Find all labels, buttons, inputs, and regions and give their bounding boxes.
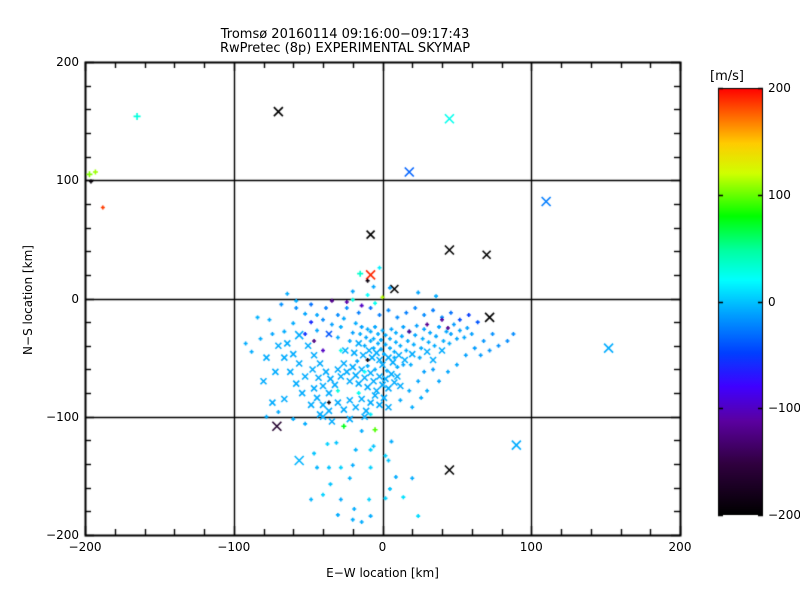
colorbar-tick--200: −200 xyxy=(768,508,800,522)
colorbar-tick--100: −100 xyxy=(768,401,800,416)
x-axis-label: E−W location [km] xyxy=(326,566,439,580)
y-tick-0: 0 xyxy=(71,291,79,306)
colorbar-unit-label: [m/s] xyxy=(710,69,744,84)
y-tick-100: 100 xyxy=(56,173,79,188)
x-tick-100: 100 xyxy=(519,540,543,554)
plot-title-line-1: Tromsø 20160114 09:16:00−09:17:43 xyxy=(220,27,470,42)
colorbar-tick-100: 100 xyxy=(768,187,791,202)
x-tick--200: −200 xyxy=(68,540,102,554)
colorbar-tick-200: 200 xyxy=(768,81,791,95)
plot-title-line-2: RwPretec (8p) EXPERIMENTAL SKYMAP xyxy=(219,41,471,56)
y-tick--100: −100 xyxy=(46,409,79,424)
x-tick--100: −100 xyxy=(217,540,251,554)
x-tick-200: 200 xyxy=(668,540,692,554)
colorbar-tick-0: 0 xyxy=(768,294,776,309)
y-tick--200: −200 xyxy=(46,528,79,542)
x-tick-0: 0 xyxy=(378,540,387,554)
y-tick-200: 200 xyxy=(56,55,79,69)
